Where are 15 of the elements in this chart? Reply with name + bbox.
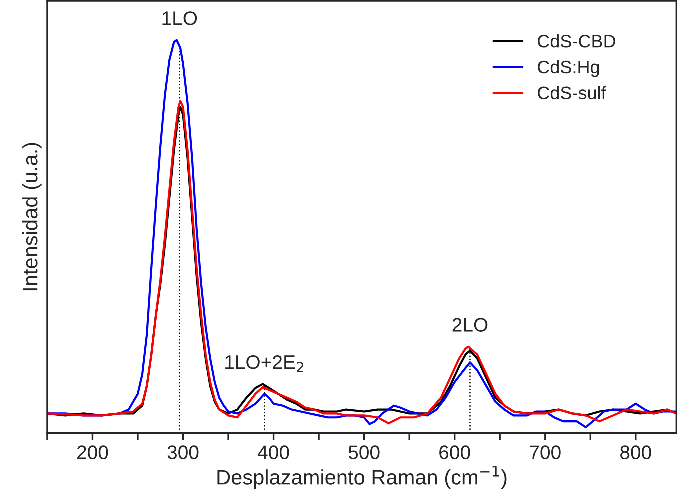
legend-label: CdS-sulf (538, 86, 606, 100)
x-tick-label: 300 (168, 446, 199, 460)
annotation: 2LO (452, 318, 488, 332)
x-tick-label: 500 (348, 446, 380, 460)
x-axis-title: Desplazamiento Raman (cm$^{−1}$) (218, 466, 507, 490)
legend-label: CdS-CBD (538, 34, 616, 48)
x-tick-label: 400 (258, 446, 290, 460)
annotation: 1LO (162, 12, 198, 26)
y-axis-title: Intensidad (u.a.) (22, 143, 42, 291)
annotation: 1LO+2E$_{2}$ (226, 355, 304, 372)
x-tick-label: 600 (440, 446, 470, 460)
x-tick-label: 800 (620, 446, 652, 460)
x-tick-label: 200 (77, 446, 108, 460)
x-tick-label: 700 (530, 446, 561, 460)
legend-label: CdS:Hg (538, 60, 600, 78)
